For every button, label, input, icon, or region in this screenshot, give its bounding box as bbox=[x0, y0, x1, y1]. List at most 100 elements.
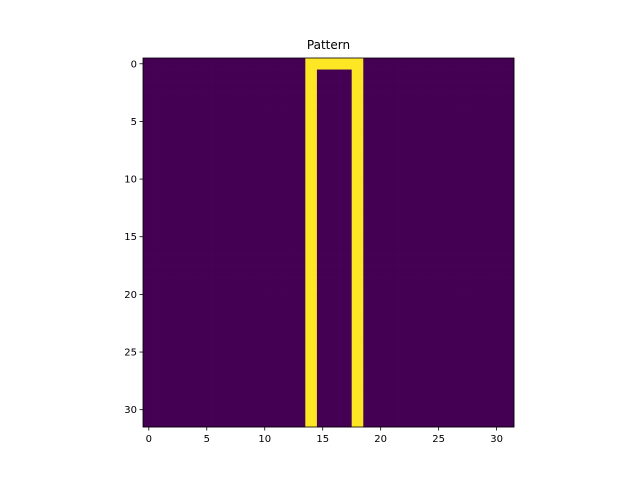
heatmap-cell bbox=[258, 300, 271, 313]
heatmap-cell bbox=[363, 277, 376, 289]
heatmap-cell bbox=[351, 369, 364, 382]
heatmap-cell bbox=[467, 265, 480, 278]
heatmap-cell bbox=[154, 150, 167, 163]
heatmap-cell bbox=[456, 207, 468, 220]
heatmap-cell bbox=[270, 254, 283, 266]
heatmap-cell bbox=[490, 323, 503, 336]
heatmap-cell bbox=[212, 254, 225, 266]
heatmap-cell bbox=[502, 380, 515, 393]
heatmap-cell bbox=[432, 392, 445, 405]
heatmap-cell bbox=[328, 254, 341, 266]
heatmap-cell bbox=[340, 346, 353, 359]
heatmap-cell bbox=[502, 69, 515, 82]
heatmap-cell bbox=[432, 334, 445, 347]
heatmap-cell bbox=[305, 173, 318, 186]
heatmap-cell bbox=[386, 369, 399, 382]
heatmap-cell bbox=[456, 230, 468, 243]
heatmap-cell bbox=[351, 138, 364, 151]
heatmap-cell bbox=[421, 230, 434, 243]
heatmap-cell bbox=[212, 69, 225, 82]
heatmap-cell bbox=[166, 115, 179, 128]
heatmap-cell bbox=[409, 357, 422, 370]
heatmap-cell bbox=[351, 254, 364, 266]
heatmap-cell bbox=[374, 230, 387, 243]
heatmap-cell bbox=[177, 58, 190, 70]
heatmap-cell bbox=[143, 127, 155, 140]
heatmap-cell bbox=[166, 254, 179, 266]
heatmap-cell bbox=[177, 138, 190, 151]
heatmap-cell bbox=[398, 265, 411, 278]
heatmap-cell bbox=[235, 58, 248, 70]
heatmap-cell bbox=[421, 161, 434, 174]
heatmap-cell bbox=[409, 58, 422, 70]
heatmap-cell bbox=[490, 380, 503, 393]
heatmap-cell bbox=[409, 173, 422, 186]
heatmap-cell bbox=[293, 173, 306, 186]
heatmap-cell bbox=[200, 311, 213, 324]
heatmap-cell bbox=[258, 415, 271, 428]
heatmap-cell bbox=[143, 150, 155, 163]
heatmap-cell bbox=[305, 104, 318, 117]
heatmap-cell bbox=[200, 58, 213, 70]
heatmap-cell bbox=[258, 207, 271, 220]
heatmap-cell bbox=[386, 207, 399, 220]
heatmap-cell bbox=[432, 115, 445, 128]
heatmap-cell bbox=[398, 369, 411, 382]
heatmap-cell bbox=[305, 369, 318, 382]
heatmap-cell bbox=[258, 288, 271, 301]
heatmap-cell bbox=[421, 346, 434, 359]
heatmap-cell bbox=[212, 127, 225, 140]
heatmap-cell bbox=[247, 196, 260, 209]
heatmap-cell bbox=[456, 196, 468, 209]
heatmap-cell bbox=[432, 138, 445, 151]
y-tick-label: 0 bbox=[131, 59, 137, 70]
heatmap-cell bbox=[386, 265, 399, 278]
heatmap-cell bbox=[328, 369, 341, 382]
heatmap-cell bbox=[270, 357, 283, 370]
heatmap-cell bbox=[490, 288, 503, 301]
heatmap-cell bbox=[200, 104, 213, 117]
heatmap-cell bbox=[224, 115, 237, 128]
heatmap-cell bbox=[282, 369, 295, 382]
heatmap-cell bbox=[258, 334, 271, 347]
heatmap-cell bbox=[502, 81, 515, 93]
heatmap-cell bbox=[409, 403, 422, 416]
heatmap-cell bbox=[293, 288, 306, 301]
heatmap-cell bbox=[479, 81, 492, 93]
heatmap-cell bbox=[328, 161, 341, 174]
heatmap-cell bbox=[444, 81, 457, 93]
heatmap-cell bbox=[177, 92, 190, 105]
heatmap-cell bbox=[502, 392, 515, 405]
heatmap-cell bbox=[502, 161, 515, 174]
heatmap-cell bbox=[467, 346, 480, 359]
heatmap-cell bbox=[351, 380, 364, 393]
heatmap-cell bbox=[340, 334, 353, 347]
heatmap-cell bbox=[212, 104, 225, 117]
heatmap-cell bbox=[200, 300, 213, 313]
heatmap-cell bbox=[444, 300, 457, 313]
heatmap-cell bbox=[386, 81, 399, 93]
heatmap-cell bbox=[316, 346, 329, 359]
heatmap-cell bbox=[374, 92, 387, 105]
heatmap-cell bbox=[467, 219, 480, 232]
heatmap-cell bbox=[351, 92, 364, 105]
heatmap-cell bbox=[212, 369, 225, 382]
heatmap-cell bbox=[467, 173, 480, 186]
heatmap-cell bbox=[409, 300, 422, 313]
heatmap-cell bbox=[258, 369, 271, 382]
heatmap-cell bbox=[456, 161, 468, 174]
heatmap-cell bbox=[166, 58, 179, 70]
heatmap-cell bbox=[224, 196, 237, 209]
heatmap-cell bbox=[456, 369, 468, 382]
heatmap-cell bbox=[177, 69, 190, 82]
heatmap-cell bbox=[143, 115, 155, 128]
heatmap-cell bbox=[247, 357, 260, 370]
heatmap-cell bbox=[444, 277, 457, 289]
heatmap-cell bbox=[467, 92, 480, 105]
heatmap-cell bbox=[293, 81, 306, 93]
heatmap-cell bbox=[224, 380, 237, 393]
heatmap-cell bbox=[490, 196, 503, 209]
heatmap-cell bbox=[467, 403, 480, 416]
heatmap-cell bbox=[212, 150, 225, 163]
heatmap-cell bbox=[328, 311, 341, 324]
